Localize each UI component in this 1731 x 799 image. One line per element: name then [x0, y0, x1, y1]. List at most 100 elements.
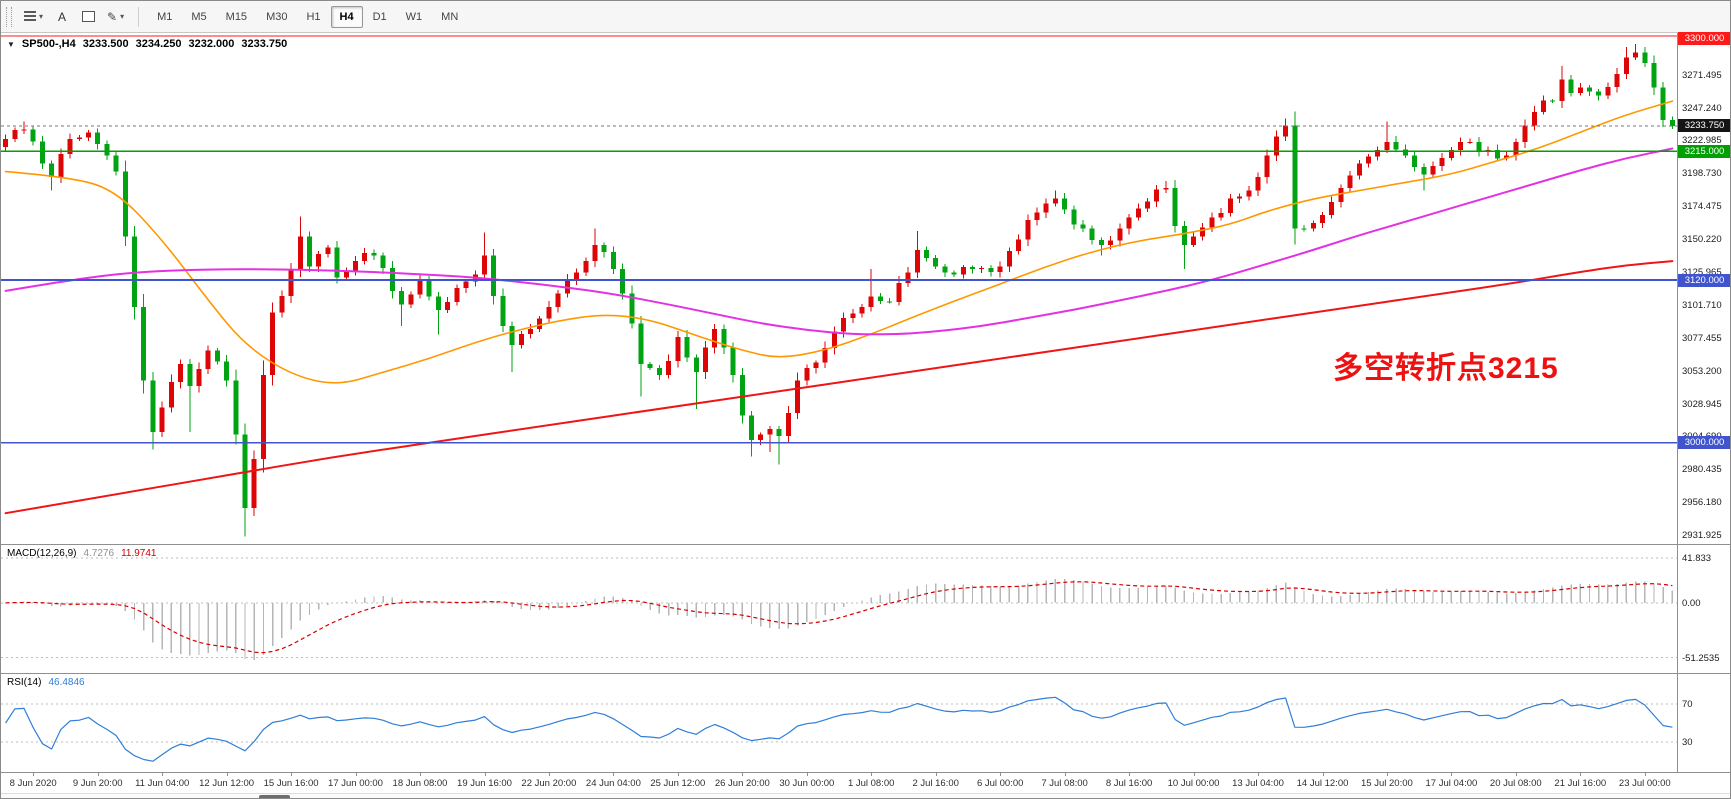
candle [49, 160, 55, 191]
candle [168, 374, 174, 413]
ohlc-close: 3233.750 [241, 38, 288, 50]
toolbar-grip[interactable] [6, 6, 12, 27]
macd-signal-value: 11.9741 [121, 548, 157, 559]
text-tool-icon: A [58, 9, 67, 24]
time-tick [226, 773, 228, 776]
candle [1320, 211, 1325, 229]
time-axis-label: 17 Jun 00:00 [328, 778, 383, 789]
candle [1043, 198, 1049, 218]
time-axis-label: 9 Jun 20:00 [72, 778, 123, 789]
price-axis-border [1677, 33, 1678, 772]
rsi-pane[interactable] [1, 674, 1677, 772]
candle [141, 294, 147, 394]
timeframe-mn[interactable]: MN [432, 6, 467, 28]
timeframe-m5[interactable]: M5 [182, 6, 215, 28]
ma-slow-magenta [4, 147, 1674, 336]
candle [859, 304, 865, 318]
candle [1356, 160, 1362, 180]
candle [1559, 65, 1565, 109]
chart-annotation[interactable]: 多空转折点3215 [1333, 352, 1559, 385]
candle [555, 290, 561, 313]
rsi-canvas [1, 696, 1677, 762]
candle [1596, 89, 1602, 101]
candle [1605, 82, 1611, 99]
candle [261, 360, 266, 473]
time-axis-label: 13 Jul 04:00 [1232, 778, 1284, 789]
price-chart-canvas [1, 35, 1677, 537]
candle [1191, 232, 1196, 248]
candle [30, 126, 36, 146]
candle [435, 292, 441, 335]
candle [1301, 225, 1307, 232]
candle [1145, 198, 1150, 213]
pane-separator[interactable] [1, 673, 1730, 674]
candle [1117, 223, 1123, 247]
timeframe-w1[interactable]: W1 [397, 6, 432, 28]
time-axis-label: 20 Jul 08:00 [1489, 778, 1542, 789]
macd-indicator-label: MACD(12,26,9) 4.7276 11.9741 [7, 548, 156, 559]
price-chart-pane[interactable] [1, 33, 1677, 544]
text-label-button[interactable]: A [50, 5, 74, 29]
candle [196, 362, 202, 393]
collapse-triangle-icon[interactable]: ▼ [7, 39, 15, 49]
time-tick [742, 773, 744, 776]
time-axis-label: 23 Jul 00:00 [1618, 778, 1671, 789]
candle [1430, 161, 1436, 178]
timeframe-h4[interactable]: H4 [330, 5, 363, 28]
chevron-down-icon: ▾ [120, 11, 125, 21]
price-axis-label: 3150.220 [1682, 234, 1722, 246]
timeframe-m30[interactable]: M30 [257, 6, 296, 28]
candle [647, 362, 653, 371]
time-tick [677, 773, 679, 776]
candle [1071, 205, 1077, 230]
timeframe-m15[interactable]: M15 [217, 6, 256, 28]
timeframe-d1[interactable]: D1 [364, 6, 396, 28]
candle [113, 151, 119, 176]
candle [1623, 46, 1629, 79]
candle [67, 133, 73, 159]
candle [1218, 207, 1224, 221]
chart-objects-button[interactable]: ▾ [19, 5, 48, 29]
candle [804, 364, 810, 386]
candle [1568, 75, 1574, 97]
rsi-value: 46.4846 [48, 677, 85, 688]
rsi-title: RSI(14) [7, 677, 42, 688]
candle [1329, 196, 1335, 219]
price-axis-label: 3004.690 [1682, 431, 1722, 443]
time-tick [1064, 773, 1066, 776]
candle [1310, 220, 1316, 232]
price-badge-3000[interactable]: 3000.000 [1678, 436, 1730, 450]
time-axis[interactable]: 8 Jun 2020 9 Jun 20:00 11 Jun 04:00 12 Jun … [1, 773, 1730, 793]
candle [1651, 55, 1657, 96]
candle [500, 288, 506, 332]
chevron-down-icon: ▾ [39, 11, 44, 21]
candle [610, 246, 616, 274]
candle [1587, 85, 1592, 96]
pane-separator[interactable] [1, 544, 1730, 545]
price-badge-3300[interactable]: 3300.000 [1678, 32, 1730, 45]
candle [1614, 68, 1620, 93]
macd-pane[interactable] [1, 545, 1677, 673]
price-axis-label: 3077.455 [1682, 332, 1722, 344]
candle [445, 296, 451, 314]
candle [86, 129, 91, 142]
time-tick [1515, 773, 1517, 776]
scrollbar-thumb[interactable] [259, 795, 290, 798]
price-badge-3215[interactable]: 3215.000 [1678, 144, 1730, 158]
timeframe-m1[interactable]: M1 [148, 6, 181, 28]
time-axis-border [1, 772, 1730, 773]
draw-tools-button[interactable]: ✎ ▾ [102, 5, 129, 29]
time-tick [355, 773, 357, 776]
time-axis-label: 24 Jun 04:00 [585, 778, 641, 789]
horizontal-scrollbar[interactable] [1, 793, 1730, 798]
candle [785, 406, 791, 442]
candle [997, 261, 1003, 278]
candle [795, 372, 801, 420]
candle [1366, 153, 1371, 168]
price-badge-3120[interactable]: 3120.000 [1678, 273, 1730, 287]
candle [905, 266, 911, 287]
object-frame-button[interactable] [76, 5, 100, 29]
candle [951, 270, 957, 278]
timeframe-h1[interactable]: H1 [297, 6, 329, 28]
price-axis-label: 3295.750 [1682, 36, 1722, 48]
